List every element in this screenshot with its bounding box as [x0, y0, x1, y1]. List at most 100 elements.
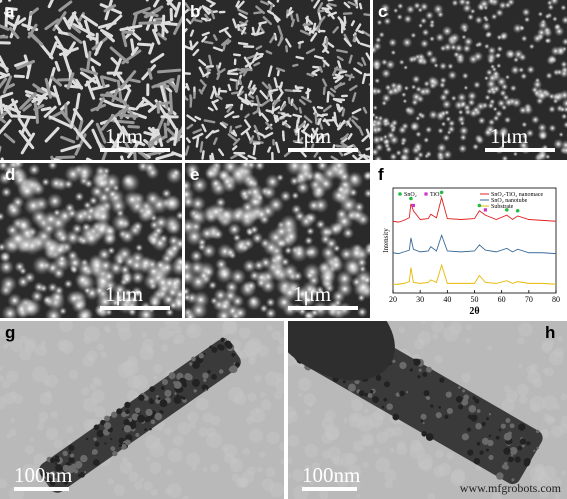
texture: [361, 419, 368, 426]
nanorod: [260, 98, 271, 107]
marker-1: [424, 192, 428, 196]
grain: [506, 137, 513, 144]
marker-0: [505, 208, 509, 212]
nanorod: [44, 18, 60, 31]
texture: [266, 324, 274, 332]
grain: [380, 3, 391, 14]
nanorod: [266, 9, 275, 16]
nanorod: [267, 65, 273, 78]
grain: [394, 82, 404, 91]
nanorod: [260, 112, 269, 123]
rod-grain: [461, 433, 469, 441]
grain: [260, 278, 276, 294]
grain: [439, 109, 447, 118]
nanorod: [205, 66, 212, 72]
texture: [269, 482, 284, 498]
grain: [425, 10, 434, 20]
nanorod: [359, 42, 370, 48]
nanorod: [0, 35, 9, 39]
rod-grain: [372, 396, 380, 404]
grain: [334, 163, 344, 170]
texture: [288, 457, 293, 465]
grain: [413, 1, 422, 10]
nanorod: [173, 127, 179, 147]
cluster: [288, 321, 395, 381]
grain: [72, 208, 89, 225]
texture: [530, 476, 545, 492]
nanorod: [79, 67, 99, 76]
grain: [484, 94, 491, 101]
texture: [103, 325, 110, 332]
nanorod: [111, 88, 119, 103]
rod-grain: [76, 466, 80, 470]
nanorod: [247, 80, 253, 89]
nanorod: [337, 60, 342, 69]
nanorod: [157, 68, 182, 74]
legend-label: TiO₂: [430, 192, 442, 198]
grain: [264, 307, 277, 318]
texture: [223, 453, 235, 464]
rod-grain: [235, 362, 240, 367]
texture: [350, 399, 364, 412]
rod-grain: [218, 369, 224, 374]
grain: [447, 70, 458, 81]
texture: [228, 386, 244, 403]
nanorod: [305, 17, 314, 25]
texture: [166, 483, 182, 498]
texture: [435, 449, 444, 459]
nanorod: [237, 8, 249, 15]
grain: [403, 85, 410, 91]
texture: [517, 337, 525, 345]
grain: [82, 229, 101, 248]
grain: [410, 84, 417, 90]
texture: [222, 321, 238, 335]
nanorod: [276, 0, 280, 3]
panel: [185, 0, 370, 160]
grain: [300, 292, 316, 308]
grain: [63, 279, 74, 289]
nanorod: [362, 155, 370, 160]
nanorod: [153, 17, 165, 21]
rod-grain: [211, 373, 217, 380]
nanorod: [112, 106, 128, 120]
texture: [541, 342, 553, 354]
grain: [373, 45, 378, 55]
nanorod: [16, 17, 27, 26]
grain: [561, 145, 567, 156]
texture: [307, 401, 314, 408]
grain: [459, 22, 470, 33]
texture: [288, 419, 292, 425]
texture: [322, 450, 331, 460]
grain: [549, 0, 560, 6]
nanorod: [285, 45, 289, 53]
nanorod: [131, 12, 138, 29]
texture: [384, 427, 395, 438]
texture: [443, 326, 459, 342]
texture: [133, 481, 143, 491]
nanorod: [0, 91, 14, 99]
texture: [534, 467, 548, 480]
grain: [212, 228, 224, 241]
texture: [279, 442, 284, 451]
rod-grain: [445, 391, 452, 398]
grain: [435, 32, 445, 43]
nanorod: [185, 18, 192, 25]
texture: [156, 437, 161, 443]
nanorod: [331, 116, 339, 128]
nanorod: [316, 105, 324, 110]
texture: [68, 369, 79, 380]
nanorod: [0, 77, 8, 89]
nanorod: [229, 78, 238, 82]
texture: [542, 367, 549, 374]
rod-grain: [495, 435, 500, 440]
nanorod: [229, 125, 233, 134]
grain: [363, 244, 370, 257]
texture: [143, 481, 153, 492]
nanorod: [173, 1, 181, 18]
grain: [83, 286, 92, 295]
grain: [175, 210, 182, 221]
rod-grain: [498, 428, 502, 432]
grain: [561, 98, 567, 109]
nanorod: [118, 113, 139, 118]
nanorod: [253, 61, 261, 67]
